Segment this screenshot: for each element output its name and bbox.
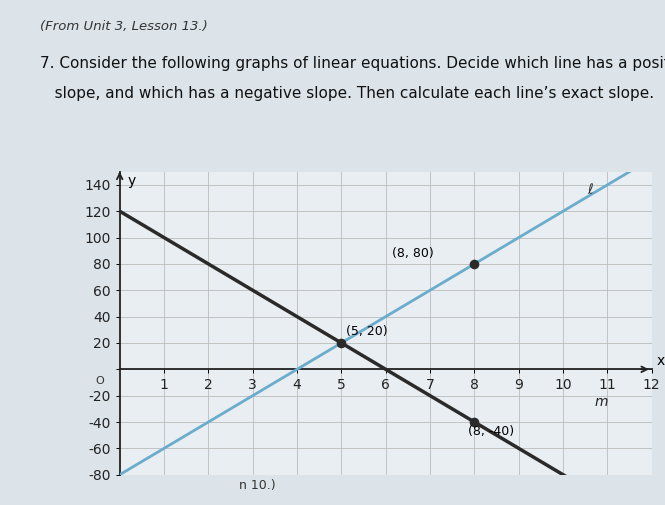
- Text: 7. Consider the following graphs of linear equations. Decide which line has a po: 7. Consider the following graphs of line…: [40, 56, 665, 71]
- Point: [469, 418, 479, 426]
- Text: (8, -40): (8, -40): [467, 425, 514, 438]
- Text: y: y: [128, 174, 136, 188]
- Text: O: O: [96, 376, 104, 386]
- Text: (From Unit 3, Lesson 13.): (From Unit 3, Lesson 13.): [40, 20, 207, 33]
- Point: [469, 260, 479, 268]
- Text: n 10.): n 10.): [239, 479, 276, 492]
- Text: (8, 80): (8, 80): [392, 247, 434, 260]
- Point: [336, 339, 346, 347]
- Text: m: m: [594, 395, 608, 409]
- Text: x: x: [656, 354, 664, 368]
- Text: (5, 20): (5, 20): [346, 325, 388, 338]
- Text: slope, and which has a negative slope. Then calculate each line’s exact slope.: slope, and which has a negative slope. T…: [40, 86, 654, 101]
- Text: ℓ: ℓ: [587, 183, 593, 197]
